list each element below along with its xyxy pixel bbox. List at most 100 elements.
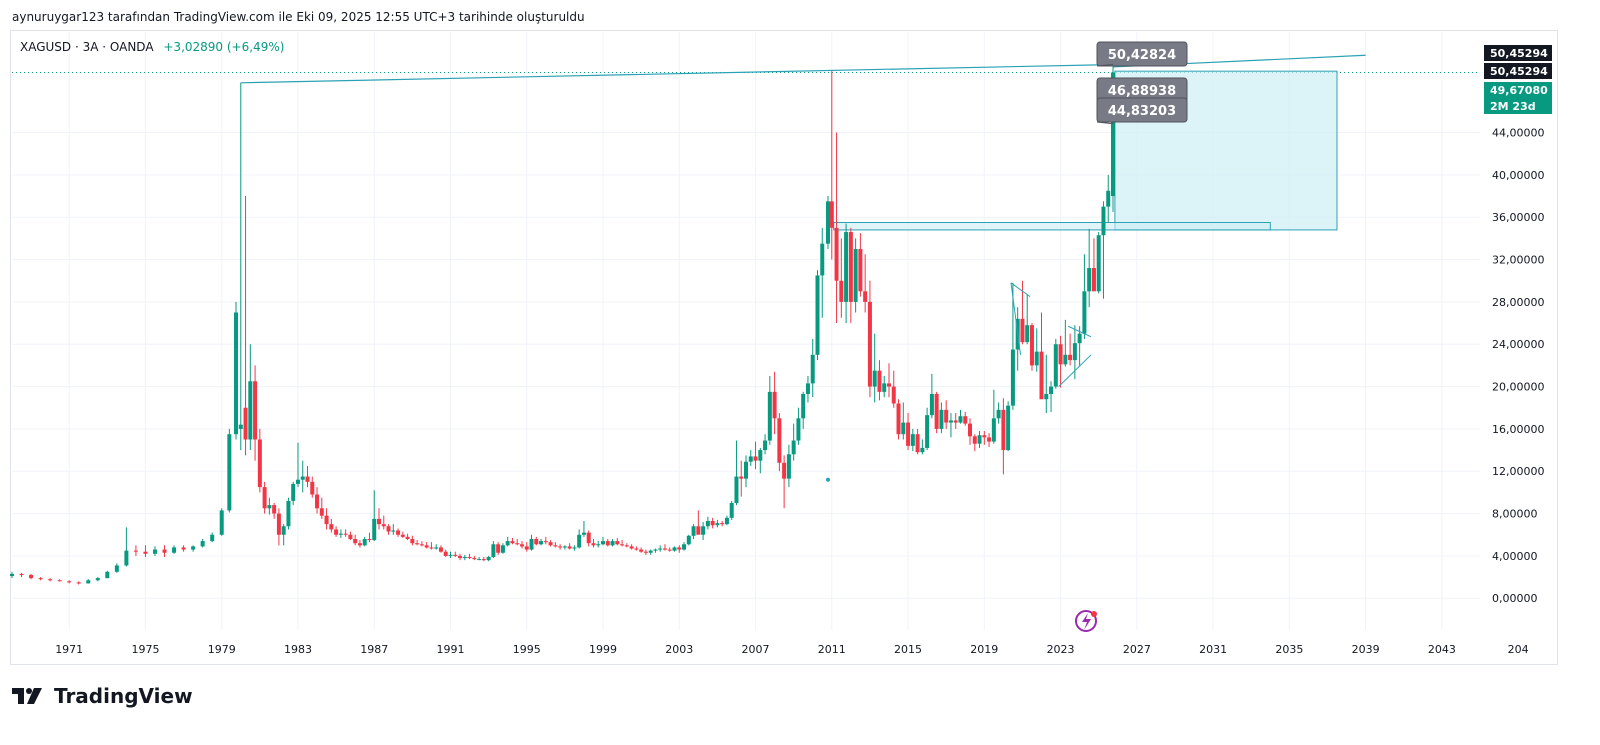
candle-body: [848, 232, 853, 302]
candle-body: [300, 476, 305, 480]
callout-pointer: [1096, 63, 1114, 67]
callout-label: 50,42824: [1108, 48, 1176, 63]
candle-body: [1034, 351, 1039, 366]
callout-box: [1096, 97, 1188, 123]
candle-body: [1082, 291, 1087, 334]
candle-body: [834, 227, 839, 281]
candle-body: [443, 551, 448, 556]
x-tick-label: 1987: [360, 643, 388, 656]
candle-body: [310, 481, 315, 495]
candle-body: [629, 546, 634, 549]
candle-body: [372, 518, 377, 541]
price-axis[interactable]: 0,00000 4,00000 8,00000 12,00000 16,00000 20,…: [1492, 127, 1545, 606]
candle-body: [901, 422, 906, 435]
candle-body: [227, 434, 232, 511]
candle-body: [815, 275, 820, 355]
candle-body: [1068, 354, 1073, 361]
candle-body: [772, 391, 777, 419]
candle-body: [377, 518, 381, 525]
candle-body: [386, 526, 391, 532]
y-tick-label: 28,00000: [1492, 296, 1545, 309]
x-tick-label: 1975: [131, 643, 159, 656]
candle-body: [581, 532, 586, 535]
candle-body: [910, 434, 915, 446]
candle-body: [1077, 333, 1082, 344]
candle-body: [925, 415, 930, 448]
x-tick-label: 2003: [665, 643, 693, 656]
candle-body: [710, 520, 715, 526]
candle-body: [610, 541, 615, 546]
candle-body: [510, 541, 515, 544]
candle-body: [863, 291, 868, 302]
candle-body: [1020, 318, 1025, 343]
candle-body: [929, 393, 934, 416]
candle-body: [1096, 235, 1101, 292]
candle-body: [844, 232, 849, 302]
price-tag-label: 49,67080: [1490, 84, 1548, 97]
candle-body: [1058, 344, 1063, 365]
candle-body: [534, 538, 539, 545]
candle-body: [872, 370, 877, 387]
time-axis[interactable]: 1971 1975 1979 1983 1987 1991 1995 1999 2003 2007…: [55, 643, 1528, 656]
candle-body: [739, 476, 744, 479]
y-tick-label: 40,00000: [1492, 169, 1545, 182]
candle-body: [720, 523, 725, 525]
candle-body: [972, 436, 977, 444]
candle-body: [796, 418, 801, 441]
candle-body: [867, 301, 872, 387]
x-tick-label: 2043: [1428, 643, 1456, 656]
candle-body: [705, 520, 710, 527]
candle-body: [76, 582, 81, 584]
symbol-legend[interactable]: XAGUSD · 3A · OANDA +3,02890 (+6,49%): [20, 40, 284, 54]
x-tick-label: 1991: [436, 643, 464, 656]
candle-body: [882, 383, 887, 392]
y-tick-label: 20,00000: [1492, 381, 1545, 394]
candle-body: [810, 354, 815, 384]
x-tick-label: 2039: [1352, 643, 1380, 656]
candle-series: [10, 64, 1115, 585]
brand-footer[interactable]: TradingView: [12, 684, 193, 708]
candle-body: [877, 370, 882, 392]
candle-body: [1029, 325, 1034, 366]
chart-caption: aynuruygar123 tarafından TradingView.com…: [12, 10, 585, 24]
candle-body: [257, 439, 262, 488]
candle-body: [648, 550, 653, 553]
price-tags: 50,45294 50,45294 49,67080 2M 23d: [1484, 45, 1552, 114]
candle-body: [357, 543, 362, 546]
candle-body: [748, 456, 753, 462]
flash-icon[interactable]: [1075, 610, 1097, 632]
candle-body: [86, 580, 91, 584]
candle-body: [1111, 72, 1115, 197]
candle-body: [653, 549, 658, 551]
symbol-name: XAGUSD · 3A · OANDA: [20, 40, 154, 54]
y-tick-label: 32,00000: [1492, 254, 1545, 267]
callout-label: 46,88938: [1108, 84, 1176, 99]
candle-body: [968, 423, 973, 437]
candle-body: [758, 450, 763, 461]
candle-body: [572, 547, 577, 549]
candle-body: [1101, 206, 1106, 236]
pattern-line: [1010, 282, 1022, 355]
candle-body: [253, 381, 258, 440]
candle-body: [315, 494, 320, 509]
candle-body: [634, 548, 639, 550]
candle-body: [934, 393, 939, 429]
candle-body: [777, 418, 782, 463]
candle-body: [1091, 268, 1096, 292]
candle-body: [701, 526, 706, 535]
candle-body: [915, 434, 920, 453]
candle-body: [944, 409, 949, 423]
candle-body: [596, 544, 601, 546]
candle-body: [381, 524, 386, 527]
candle-body: [67, 581, 72, 583]
x-tick-label: 2015: [894, 643, 922, 656]
candle-body: [853, 248, 858, 302]
candle-body: [329, 524, 334, 530]
candle-body: [424, 545, 429, 548]
candle-body: [29, 574, 34, 579]
symbol-change: +3,02890 (+6,49%): [163, 40, 285, 54]
candle-body: [172, 547, 177, 553]
candle-body: [243, 407, 248, 440]
candle-body: [410, 538, 415, 544]
